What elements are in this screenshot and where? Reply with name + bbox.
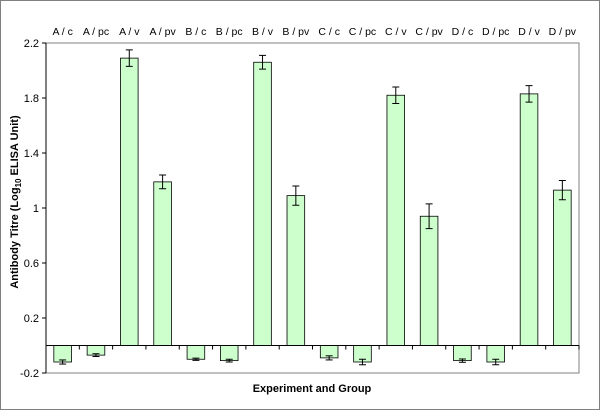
category-label: D / pc	[482, 26, 509, 38]
category-label: B / v	[252, 26, 274, 38]
category-label: A / v	[119, 26, 140, 38]
category-label: A / pv	[149, 26, 176, 38]
y-axis-title: Antibody Titre (Log10 ELISA Unit)	[9, 115, 23, 289]
y-tick-label: 2.2	[24, 38, 39, 50]
bar	[519, 93, 539, 346]
category-label: C / c	[318, 26, 340, 38]
y-tick-label: -0.2	[20, 368, 39, 380]
bar	[219, 345, 239, 362]
category-label: C / pc	[349, 26, 376, 38]
bar	[553, 189, 572, 346]
category-label: D / v	[518, 26, 540, 38]
bar	[186, 345, 206, 360]
category-label: A / c	[52, 26, 72, 38]
y-tick-label: 1	[33, 203, 39, 215]
bar-series	[53, 57, 572, 363]
y-tick-label: 1.8	[24, 93, 39, 105]
category-label: D / c	[452, 26, 474, 38]
y-axis-title-main: Antibody Titre (Log	[9, 187, 21, 288]
x-axis-title: Experiment and Group	[253, 383, 372, 395]
bar	[120, 57, 139, 346]
category-label: B / pv	[282, 26, 310, 38]
category-label: A / pc	[83, 26, 109, 38]
bar	[453, 345, 472, 362]
y-axis-title-subscript: 10	[14, 178, 23, 187]
category-label: D / pv	[549, 26, 577, 38]
y-tick-label: 0.2	[24, 313, 39, 325]
category-label: B / c	[185, 26, 206, 38]
category-label: B / pc	[216, 26, 243, 38]
category-label: C / pv	[415, 26, 443, 38]
bar	[286, 195, 306, 346]
y-axis-ticks: -0.2 0.2 0.6 1 1.4 1.8 2.2	[20, 38, 46, 380]
y-tick-label: 1.4	[24, 148, 39, 160]
y-axis-title-unit: ELISA Unit)	[9, 115, 21, 178]
y-tick-label: 0.6	[24, 258, 39, 270]
bar	[253, 61, 272, 346]
bar	[386, 94, 406, 346]
bar	[153, 181, 172, 346]
error-bar-series	[59, 49, 566, 366]
category-label: C / v	[385, 26, 407, 38]
category-labels: A / c A / pc A / v A / pv B / c B / pc B / v B …	[52, 26, 576, 38]
bar	[419, 215, 439, 346]
